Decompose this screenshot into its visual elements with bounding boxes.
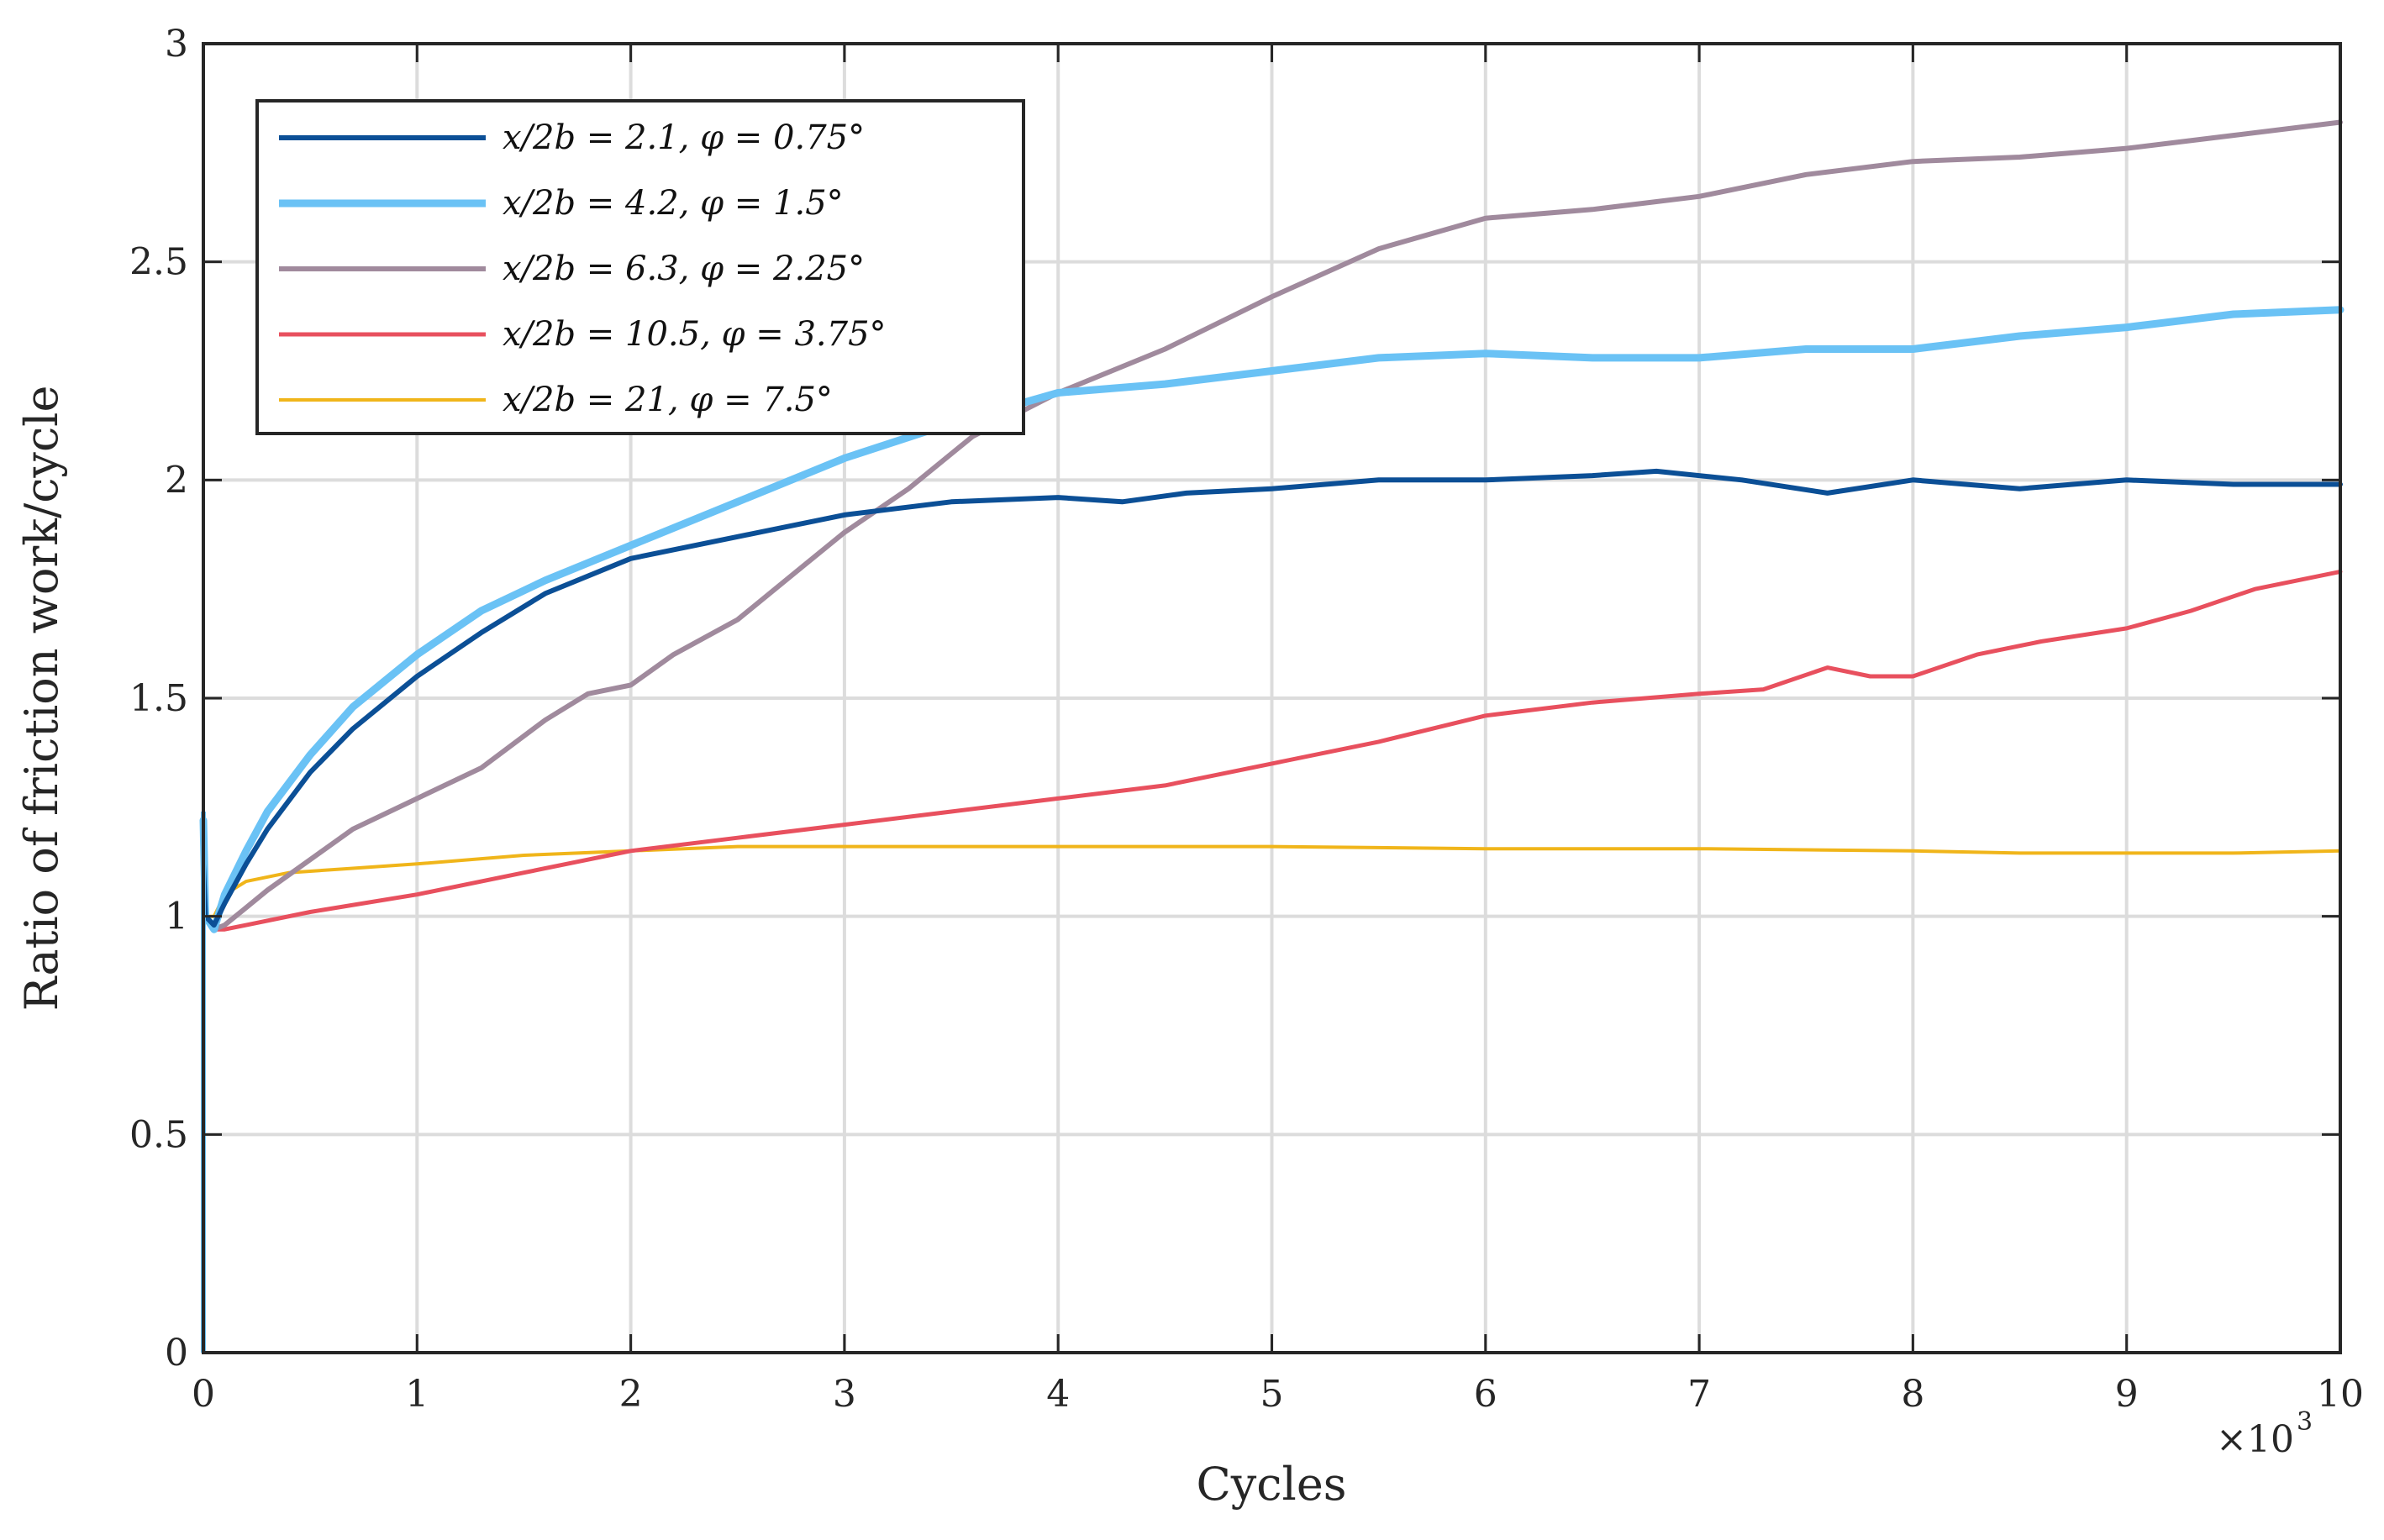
legend-label-1: x/2b = 2.1, φ = 0.75° — [503, 118, 865, 157]
y-tick-label: 0 — [165, 1332, 188, 1374]
x-tick-label: 6 — [1474, 1373, 1497, 1416]
x-tick-labels: 0 1 2 3 4 5 6 7 8 9 10 — [192, 1373, 2364, 1416]
x-tick-label: 5 — [1260, 1373, 1284, 1416]
x-tick-label: 0 — [192, 1373, 215, 1416]
x-tick-label: 4 — [1046, 1373, 1070, 1416]
y-tick-label: 0.5 — [129, 1113, 188, 1156]
x-tick-label: 9 — [2115, 1373, 2139, 1416]
series-line-2 — [199, 306, 2345, 933]
legend-label-2: x/2b = 4.2, φ = 1.5° — [503, 184, 844, 223]
x-tick-label: 3 — [833, 1373, 856, 1416]
y-tick-label: 1 — [165, 896, 188, 938]
legend-label-4: x/2b = 10.5, φ = 3.75° — [503, 315, 887, 354]
y-tick-labels: 0 0.5 1 1.5 2 2.5 3 — [129, 23, 188, 1374]
y-axis-title: Ratio of friction work/cycle — [15, 386, 68, 1012]
x-tick-label: 10 — [2317, 1373, 2364, 1416]
y-tick-label: 2.5 — [129, 241, 188, 284]
x-tick-label: 2 — [619, 1373, 643, 1416]
x-multiplier-base: ×10 — [2216, 1418, 2294, 1461]
series-line-1 — [201, 468, 2343, 928]
y-tick-label: 2 — [165, 459, 188, 502]
legend: x/2b = 2.1, φ = 0.75° x/2b = 4.2, φ = 1.5… — [255, 99, 1025, 435]
legend-label-3: x/2b = 6.3, φ = 2.25° — [503, 250, 865, 288]
legend-label-5: x/2b = 21, φ = 7.5° — [503, 381, 833, 419]
x-tick-label: 8 — [1901, 1373, 1924, 1416]
x-tick-label: 1 — [405, 1373, 429, 1416]
x-multiplier: ×10 3 — [2216, 1407, 2313, 1461]
tick-marks — [202, 42, 2342, 1354]
series-line-4 — [201, 569, 2343, 932]
x-axis-title: Cycles — [1196, 1458, 1346, 1511]
y-tick-label: 1.5 — [129, 677, 188, 720]
x-multiplier-exponent: 3 — [2297, 1407, 2313, 1437]
y-tick-label: 3 — [165, 23, 188, 66]
x-tick-label: 7 — [1687, 1373, 1711, 1416]
series-line-3 — [201, 119, 2343, 933]
